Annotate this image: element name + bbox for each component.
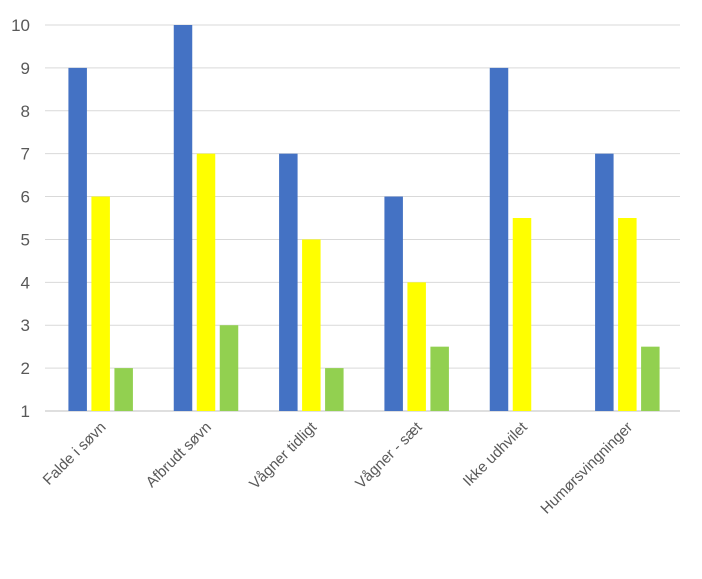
bar-series-2 [618,218,637,411]
bar-series-3 [430,346,449,411]
y-tick-label: 10 [11,16,30,35]
bar-series-3 [325,368,344,411]
x-tick-label: Vågner tidligt [246,418,321,493]
y-tick-label: 1 [21,402,30,421]
y-tick-label: 8 [21,102,30,121]
bar-series-1 [384,196,403,411]
y-tick-label: 2 [21,359,30,378]
bars [68,25,660,411]
x-tick-label: Falde i søvn [40,419,110,489]
bar-series-1 [279,153,298,411]
y-tick-label: 7 [21,145,30,164]
bar-series-1 [595,153,614,411]
x-tick-label: Humørsvingninger [537,419,636,518]
y-tick-label: 3 [21,316,30,335]
bar-series-3 [114,368,133,411]
y-axis-tick-labels: 1 2 3 4 5 6 7 8 9 10 [11,16,30,421]
bar-series-1 [173,25,193,411]
bar-series-1 [489,67,509,411]
y-tick-label: 5 [21,230,30,249]
x-tick-label: Afbrudt søvn [143,419,215,491]
y-tick-label: 6 [21,188,30,207]
bar-series-3 [641,346,660,411]
x-axis-tick-labels: Falde i søvn Afbrudt søvn Vågner tidligt Vå… [40,418,636,517]
bar-series-2 [512,218,532,411]
x-tick-label: Ikke udhvilet [460,418,532,490]
y-tick-label: 9 [21,59,30,78]
bar-series-2 [302,239,321,411]
bar-series-2 [91,196,110,411]
bar-series-2 [196,153,216,411]
y-tick-label: 4 [21,273,30,292]
x-tick-label: Vågner - sæt [352,418,426,492]
bar-series-1 [68,67,87,411]
bar-series-2 [407,282,426,411]
bar-series-3 [219,325,239,411]
gridlines [45,24,680,412]
